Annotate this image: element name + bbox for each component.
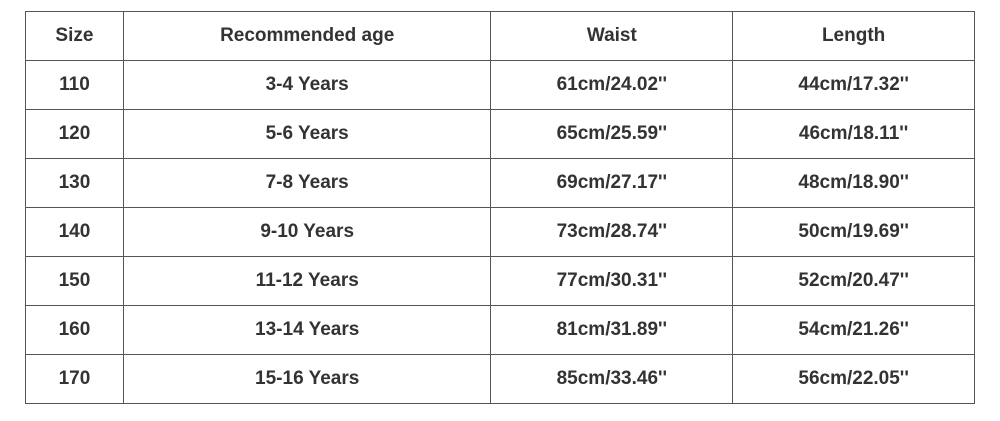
table-row: 140 9-10 Years 73cm/28.74'' 50cm/19.69'': [25, 207, 975, 257]
table-cell: 170: [25, 354, 124, 404]
table-cell: 56cm/22.05'': [732, 354, 975, 404]
table-cell: 52cm/20.47'': [732, 256, 975, 306]
table-cell: 44cm/17.32'': [732, 60, 975, 110]
table-cell: 85cm/33.46'': [490, 354, 734, 404]
table-cell: 9-10 Years: [122, 207, 492, 257]
table-cell: 150: [25, 256, 124, 306]
table-cell: 81cm/31.89'': [490, 305, 734, 355]
table-cell: 13-14 Years: [122, 305, 492, 355]
table-cell: 11-12 Years: [122, 256, 492, 306]
table-row: 130 7-8 Years 69cm/27.17'' 48cm/18.90'': [25, 158, 975, 208]
table-cell: 7-8 Years: [122, 158, 492, 208]
table-cell: 77cm/30.31'': [490, 256, 734, 306]
table-cell: 3-4 Years: [122, 60, 492, 110]
size-table: Size Recommended age Waist Length 110 3-4 Ye…: [25, 11, 975, 404]
table-cell: 69cm/27.17'': [490, 158, 734, 208]
table-cell: 110: [25, 60, 124, 110]
table-row: 160 13-14 Years 81cm/31.89'' 54cm/21.26'': [25, 305, 975, 355]
table-cell: 65cm/25.59'': [490, 109, 734, 159]
table-cell: 140: [25, 207, 124, 257]
table-body: 110 3-4 Years 61cm/24.02'' 44cm/17.32'' 120 5…: [25, 60, 975, 404]
table-cell: 48cm/18.90'': [732, 158, 975, 208]
column-header: Recommended age: [122, 11, 492, 61]
header-row: Size Recommended age Waist Length: [25, 11, 975, 61]
table-row: 110 3-4 Years 61cm/24.02'' 44cm/17.32'': [25, 60, 975, 110]
table-row: 170 15-16 Years 85cm/33.46'' 56cm/22.05'': [25, 354, 975, 404]
table-cell: 160: [25, 305, 124, 355]
table-cell: 15-16 Years: [122, 354, 492, 404]
column-header: Size: [25, 11, 124, 61]
table-cell: 130: [25, 158, 124, 208]
table-cell: 46cm/18.11'': [732, 109, 975, 159]
column-header: Length: [732, 11, 975, 61]
table-cell: 54cm/21.26'': [732, 305, 975, 355]
table-row: 150 11-12 Years 77cm/30.31'' 52cm/20.47'': [25, 256, 975, 306]
table-cell: 50cm/19.69'': [732, 207, 975, 257]
table-row: 120 5-6 Years 65cm/25.59'' 46cm/18.11'': [25, 109, 975, 159]
table-cell: 73cm/28.74'': [490, 207, 734, 257]
table-cell: 5-6 Years: [122, 109, 492, 159]
column-header: Waist: [490, 11, 734, 61]
table-cell: 120: [25, 109, 124, 159]
table-cell: 61cm/24.02'': [490, 60, 734, 110]
